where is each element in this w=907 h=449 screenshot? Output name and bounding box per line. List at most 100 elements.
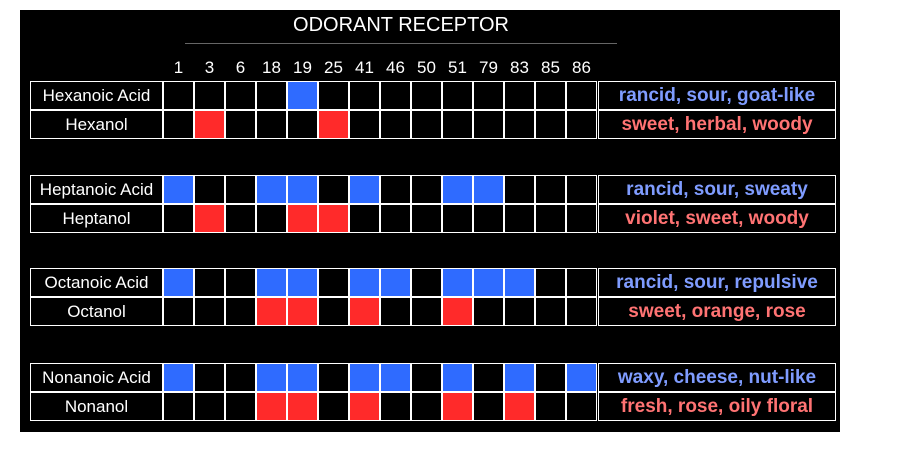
compound-name: Hexanoic Acid xyxy=(30,81,163,110)
receptor-cell xyxy=(194,392,225,421)
receptor-cell-active xyxy=(504,392,535,421)
receptor-cell-active xyxy=(380,268,411,297)
compound-name: Nonanol xyxy=(30,392,163,421)
compound-name: Octanol xyxy=(30,297,163,326)
receptor-cell xyxy=(442,204,473,233)
receptor-cell-active xyxy=(256,392,287,421)
receptor-cell xyxy=(411,204,442,233)
receptor-cell-active xyxy=(473,175,504,204)
receptor-cell xyxy=(225,81,256,110)
odor-descriptor: rancid, sour, repulsive xyxy=(598,268,836,297)
receptor-cell-active xyxy=(442,175,473,204)
receptor-number: 19 xyxy=(293,58,312,77)
receptor-cell-active xyxy=(442,268,473,297)
receptor-cell xyxy=(566,268,597,297)
receptor-number: 3 xyxy=(204,58,215,77)
receptor-cell-active xyxy=(287,392,318,421)
receptor-cell xyxy=(411,110,442,139)
receptor-cell xyxy=(225,363,256,392)
receptor-cell xyxy=(163,392,194,421)
receptor-number: 83 xyxy=(510,58,529,77)
receptor-cell xyxy=(349,204,380,233)
receptor-cell xyxy=(535,110,566,139)
receptor-cell-active xyxy=(163,175,194,204)
receptor-cell xyxy=(318,81,349,110)
receptor-cell xyxy=(411,175,442,204)
receptor-cell xyxy=(411,297,442,326)
receptor-number: 86 xyxy=(572,58,591,77)
receptor-cell xyxy=(535,268,566,297)
receptor-cell xyxy=(411,363,442,392)
receptor-cell-active xyxy=(287,175,318,204)
receptor-cell xyxy=(256,204,287,233)
receptor-cell-active xyxy=(349,392,380,421)
receptor-number: 50 xyxy=(417,58,436,77)
receptor-cell xyxy=(318,392,349,421)
receptor-number: 41 xyxy=(355,58,374,77)
receptor-cell xyxy=(566,175,597,204)
compound-row: Octanol sweet, orange, rose xyxy=(30,297,836,326)
receptor-cell-active xyxy=(442,392,473,421)
receptor-cell xyxy=(566,110,597,139)
receptor-cell xyxy=(535,175,566,204)
odor-descriptor: sweet, herbal, woody xyxy=(598,110,836,139)
receptor-cell-active xyxy=(442,363,473,392)
receptor-cell xyxy=(380,297,411,326)
receptor-cell xyxy=(194,268,225,297)
receptor-number: 25 xyxy=(324,58,343,77)
compound-row: Octanoic Acid rancid, sour, repulsive xyxy=(30,268,836,297)
receptor-cell-active xyxy=(194,204,225,233)
receptor-number: 6 xyxy=(235,58,246,77)
receptor-cell-active xyxy=(256,175,287,204)
receptor-cell xyxy=(380,204,411,233)
receptor-cell xyxy=(442,110,473,139)
receptor-cell xyxy=(566,297,597,326)
odor-descriptor: fresh, rose, oily floral xyxy=(598,392,836,421)
receptor-cell xyxy=(442,81,473,110)
diagram-title: ODORANT RECEPTOR xyxy=(293,14,509,36)
compound-name: Heptanoic Acid xyxy=(30,175,163,204)
compound-group: Hexanoic Acid rancid, sour, goat-like Hexa… xyxy=(30,81,836,139)
odor-descriptor: sweet, orange, rose xyxy=(598,297,836,326)
receptor-number: 85 xyxy=(541,58,560,77)
receptor-cell xyxy=(504,204,535,233)
receptor-cell xyxy=(473,363,504,392)
receptor-cell xyxy=(535,363,566,392)
receptor-cell xyxy=(380,81,411,110)
receptor-cell xyxy=(225,297,256,326)
receptor-cell-active xyxy=(349,297,380,326)
receptor-cell-active xyxy=(287,204,318,233)
receptor-cell-active xyxy=(194,110,225,139)
receptor-cell xyxy=(504,110,535,139)
receptor-cell-active xyxy=(287,81,318,110)
compound-row: Heptanoic Acid rancid, sour, sweaty xyxy=(30,175,836,204)
receptor-number: 46 xyxy=(386,58,405,77)
receptor-cell-active xyxy=(163,268,194,297)
receptor-cell xyxy=(411,81,442,110)
receptor-cell-active xyxy=(287,297,318,326)
receptor-cell xyxy=(566,392,597,421)
receptor-cell xyxy=(535,297,566,326)
receptor-cell xyxy=(535,392,566,421)
receptor-number: 51 xyxy=(448,58,467,77)
compound-row: Hexanol sweet, herbal, woody xyxy=(30,110,836,139)
receptor-cell xyxy=(256,81,287,110)
receptor-cell xyxy=(225,204,256,233)
receptor-cell xyxy=(535,81,566,110)
odor-descriptor: waxy, cheese, nut-like xyxy=(598,363,836,392)
receptor-cell-active xyxy=(566,363,597,392)
receptor-cell-active xyxy=(256,297,287,326)
receptor-cell-active xyxy=(442,297,473,326)
receptor-cell-active xyxy=(504,268,535,297)
receptor-cell xyxy=(535,204,566,233)
compound-name: Hexanol xyxy=(30,110,163,139)
compound-row: Nonanol fresh, rose, oily floral xyxy=(30,392,836,421)
receptor-cell xyxy=(318,363,349,392)
compound-name: Nonanoic Acid xyxy=(30,363,163,392)
receptor-cell xyxy=(473,392,504,421)
compound-row: Hexanoic Acid rancid, sour, goat-like xyxy=(30,81,836,110)
receptor-cell xyxy=(380,175,411,204)
receptor-cell-active xyxy=(349,363,380,392)
receptor-cell-active xyxy=(287,268,318,297)
compound-row: Heptanol violet, sweet, woody xyxy=(30,204,836,233)
